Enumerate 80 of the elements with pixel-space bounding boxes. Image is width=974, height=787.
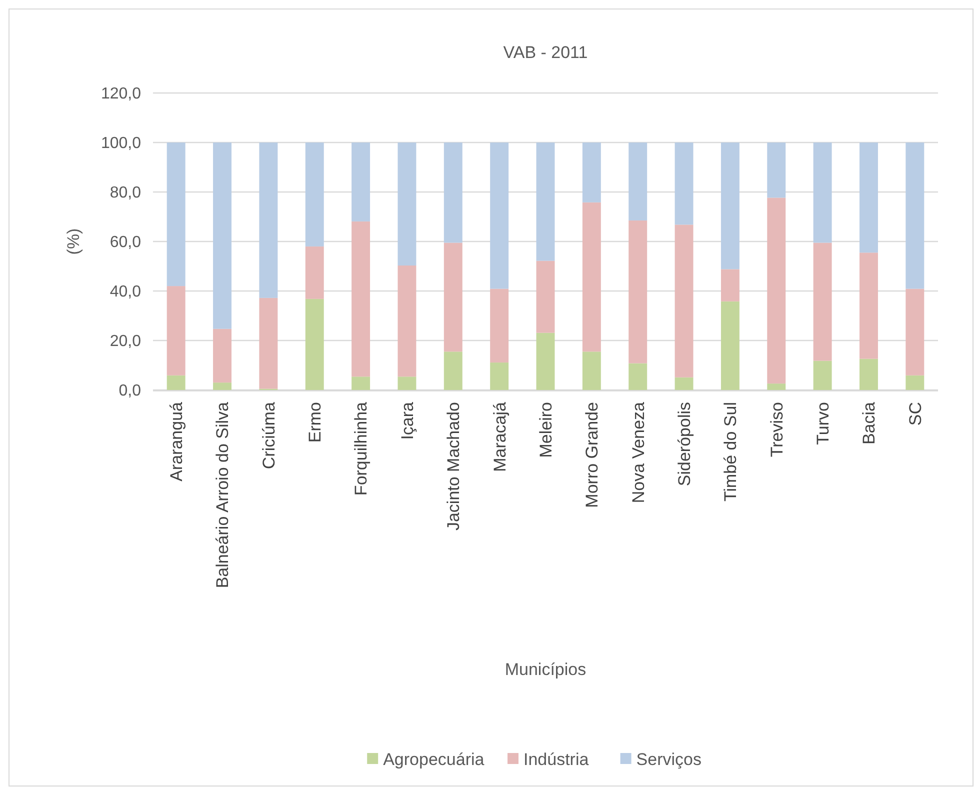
bar <box>628 220 648 364</box>
y-tick-label: 20,0 <box>110 333 142 350</box>
bar <box>628 363 648 390</box>
bar <box>213 142 232 329</box>
legend-label: Agropecuária <box>383 750 485 769</box>
bar <box>767 142 786 198</box>
x-tick-label: Timbé do Sul <box>721 402 740 502</box>
x-tick-label: Ermo <box>306 402 325 443</box>
bar <box>444 242 462 352</box>
bar <box>352 376 370 390</box>
x-tick-label: Araranguá <box>167 401 186 482</box>
bar <box>398 376 416 390</box>
bar <box>767 384 786 390</box>
y-tick-label: 120,0 <box>100 86 142 103</box>
bar <box>813 242 832 361</box>
bar <box>444 352 462 390</box>
bar <box>860 358 878 390</box>
bar <box>444 142 462 243</box>
x-tick-label: Nova Veneza <box>628 401 648 504</box>
x-tick-label: Criciúma <box>259 401 278 470</box>
x-tick-label: Balneário Arroio do Silva <box>213 401 232 588</box>
x-tick-label: Maracajá <box>490 401 510 472</box>
bar <box>582 202 601 352</box>
bar <box>813 360 832 390</box>
bar <box>166 375 186 390</box>
x-tick-label: SC <box>906 402 925 426</box>
bar <box>813 142 832 243</box>
bar <box>906 288 924 376</box>
bar <box>674 142 694 225</box>
x-tick-label: Forquilhinha <box>352 401 371 496</box>
bar <box>720 301 740 390</box>
bar <box>305 298 324 390</box>
y-tick-label: 40,0 <box>110 284 142 301</box>
bar <box>674 224 694 378</box>
bar <box>720 142 740 270</box>
bar <box>305 246 324 299</box>
y-tick-label: 100,0 <box>100 135 142 152</box>
bar <box>213 382 232 390</box>
bar <box>490 362 509 390</box>
x-tick-label: Morro Grande <box>582 402 602 508</box>
legend-label: Indústria <box>524 750 590 769</box>
x-tick-label: Jacinto Machado <box>444 402 464 531</box>
x-tick-label: Siderópolis <box>674 402 694 486</box>
y-tick-label: 60,0 <box>110 234 142 252</box>
bar <box>536 260 555 333</box>
x-tick-label: Bacia <box>860 401 879 445</box>
bar <box>536 142 555 261</box>
bar <box>906 142 924 289</box>
legend-label: Serviços <box>636 750 702 769</box>
x-tick-label: Meleiro <box>536 402 556 458</box>
bar <box>536 332 555 390</box>
x-axis-title: Municípios <box>504 660 586 679</box>
bar <box>767 198 786 384</box>
bar <box>490 142 509 289</box>
bar <box>352 221 370 377</box>
bar <box>398 142 416 266</box>
bar <box>213 328 232 383</box>
bar <box>860 142 878 253</box>
bar <box>582 142 601 202</box>
bar <box>674 377 694 390</box>
bar <box>628 142 648 220</box>
bar <box>860 252 878 359</box>
y-tick-label: 80,0 <box>110 184 142 202</box>
x-tick-label: Içara <box>398 401 417 440</box>
bar <box>259 142 278 298</box>
bar <box>398 266 416 377</box>
bar <box>352 142 370 222</box>
bar <box>166 286 186 376</box>
y-axis-title: (%) <box>64 228 83 255</box>
chart-title: VAB - 2011 <box>503 43 588 62</box>
bar <box>582 352 601 390</box>
bar <box>720 269 740 302</box>
y-tick-label: 0,0 <box>118 382 142 400</box>
bar <box>906 375 924 390</box>
x-tick-label: Turvo <box>814 402 833 445</box>
bar <box>490 288 509 363</box>
x-tick-label: Treviso <box>767 402 786 458</box>
bar <box>305 142 324 246</box>
bar <box>166 142 186 286</box>
bar <box>259 298 278 389</box>
